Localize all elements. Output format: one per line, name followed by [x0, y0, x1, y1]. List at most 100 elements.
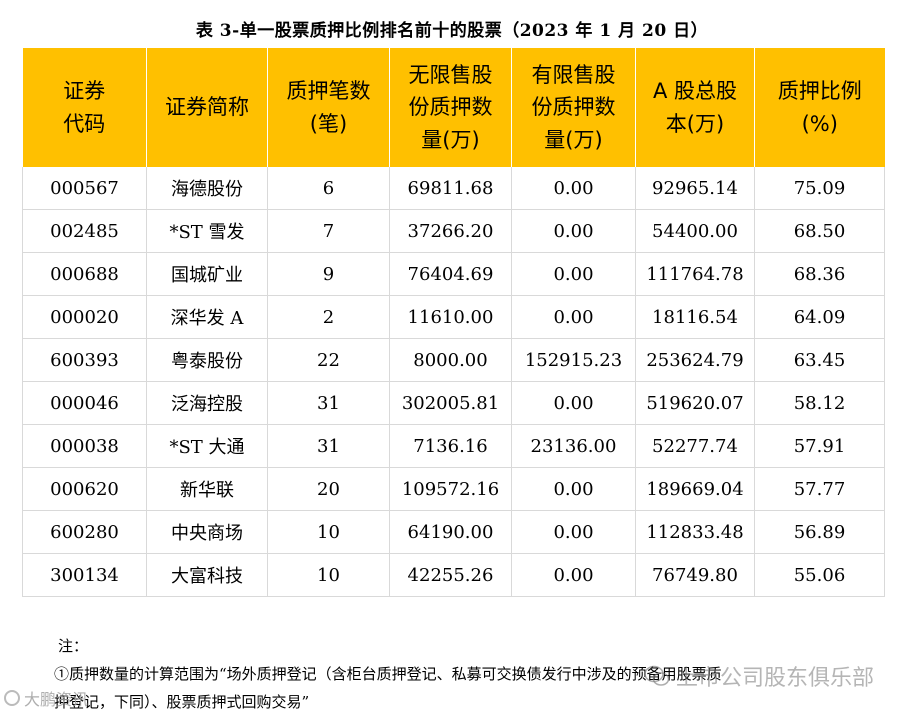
table-cell: 0.00: [511, 209, 636, 253]
column-header-line: (笔): [309, 111, 348, 136]
table-cell: 75.09: [754, 167, 885, 210]
table-cell: 64190.00: [389, 510, 512, 554]
column-header: 证券 代码: [22, 48, 147, 167]
notes-heading: 注：: [58, 637, 89, 655]
table-cell: *ST 雪发: [146, 209, 268, 253]
table-row: 000046 泛海控股 31 302005.81 0.00 519620.07 58.12: [22, 381, 885, 425]
table-row: 000567 海德股份 6 69811.68 0.00 92965.14 75.09: [22, 167, 885, 210]
column-header-line: 本(万): [665, 111, 725, 136]
table-cell: 11610.00: [389, 295, 512, 339]
table-cell: 0.00: [511, 381, 636, 425]
table-cell: 68.36: [754, 252, 885, 296]
table-cell: 189669.04: [635, 467, 755, 511]
table-cell: *ST 大通: [146, 424, 268, 468]
table-cell: 111764.78: [635, 252, 755, 296]
notes-line-2: 押登记，下同）、股票质押式回购交易”: [54, 693, 310, 711]
table-cell: 57.77: [754, 467, 885, 511]
column-header: 质押笔数 (笔): [267, 48, 390, 167]
table-cell: 002485: [22, 209, 147, 253]
table-cell: 7: [267, 209, 390, 253]
table-cell: 泛海控股: [146, 381, 268, 425]
column-header: A 股总股本(万): [635, 48, 755, 167]
table-cell: 20: [267, 467, 390, 511]
column-header-line: 代码: [63, 111, 106, 136]
column-header-line: (%): [801, 111, 838, 136]
notes-line-1: ①质押数量的计算范围为“场外质押登记（含柜台质押登记、私募可交换债发行中涉及的预…: [54, 665, 722, 683]
table-cell: 42255.26: [389, 553, 512, 597]
table-cell: 0.00: [511, 295, 636, 339]
table-cell: 54400.00: [635, 209, 755, 253]
table-cell: 55.06: [754, 553, 885, 597]
table-cell: 000567: [22, 167, 147, 210]
column-header-line: 份质押数: [408, 95, 493, 120]
table-cell: 000688: [22, 252, 147, 296]
table-cell: 000038: [22, 424, 147, 468]
table-cell: 10: [267, 510, 390, 554]
column-header: 质押比例 (%): [754, 48, 885, 167]
table-title: 表 3-单一股票质押比例排名前十的股票（2023 年 1 月 20 日）: [195, 21, 709, 41]
table-cell: 112833.48: [635, 510, 755, 554]
table-cell: 109572.16: [389, 467, 512, 511]
table-cell: 63.45: [754, 338, 885, 382]
table-cell: 6: [267, 167, 390, 210]
table-cell: 0.00: [511, 467, 636, 511]
pledge-ratio-table: 证券 代码 证券简称 质押笔数 (笔) 无限售股 份质押数 量(万) 有限售股 份质押数 量(万) A…: [22, 48, 885, 597]
wechat-icon: [644, 665, 670, 686]
table-cell: 31: [267, 424, 390, 468]
table-cell: 52277.74: [635, 424, 755, 468]
column-header: 证券简称: [146, 48, 268, 167]
table-cell: 0.00: [511, 252, 636, 296]
table-cell: 23136.00: [511, 424, 636, 468]
column-header-line: 无限售股: [408, 62, 493, 87]
table-cell: 253624.79: [635, 338, 755, 382]
table-cell: 000020: [22, 295, 147, 339]
column-header: 有限售股 份质押数 量(万): [511, 48, 636, 167]
table-cell: 76749.80: [635, 553, 755, 597]
table-cell: 18116.54: [635, 295, 755, 339]
table-cell: 0.00: [511, 167, 636, 210]
table-cell: 国城矿业: [146, 252, 268, 296]
table-cell: 76404.69: [389, 252, 512, 296]
table-cell: 37266.20: [389, 209, 512, 253]
table-row: 002485 *ST 雪发 7 37266.20 0.00 54400.00 68.50: [22, 209, 885, 253]
table-cell: 8000.00: [389, 338, 512, 382]
table-body: 000567 海德股份 6 69811.68 0.00 92965.14 75.09 0024…: [22, 167, 885, 597]
table-cell: 22: [267, 338, 390, 382]
table-cell: 新华联: [146, 467, 268, 511]
table-row: 600280 中央商场 10 64190.00 0.00 112833.48 56.89: [22, 510, 885, 554]
table-cell: 600280: [22, 510, 147, 554]
table-cell: 69811.68: [389, 167, 512, 210]
watermark-right: 上市公司股东俱乐部: [644, 660, 874, 692]
table-cell: 64.09: [754, 295, 885, 339]
table-row: 000688 国城矿业 9 76404.69 0.00 111764.78 68.36: [22, 252, 885, 296]
table-cell: 68.50: [754, 209, 885, 253]
table-cell: 0.00: [511, 510, 636, 554]
table-cell: 海德股份: [146, 167, 268, 210]
table-cell: 9: [267, 252, 390, 296]
column-header-line: 有限售股: [531, 62, 616, 87]
watermark-right-text: 上市公司股东俱乐部: [676, 666, 875, 691]
table-cell: 31: [267, 381, 390, 425]
table-row: 000038 *ST 大通 31 7136.16 23136.00 52277.74 57.…: [22, 424, 885, 468]
column-header-line: 质押笔数: [286, 78, 371, 103]
table-cell: 中央商场: [146, 510, 268, 554]
column-header-line: 质押比例: [777, 78, 862, 103]
column-header-line: 证券简称: [165, 95, 249, 120]
column-header-line: A 股总股: [652, 78, 738, 103]
table-cell: 2: [267, 295, 390, 339]
table-row: 600393 粤泰股份 22 8000.00 152915.23 253624.79 63.…: [22, 338, 885, 382]
table-cell: 302005.81: [389, 381, 512, 425]
notes: 注： ①质押数量的计算范围为“场外质押登记（含柜台质押登记、私募可交换债发行中涉…: [54, 632, 878, 716]
table-cell: 7136.16: [389, 424, 512, 468]
watermark-logo-icon: [4, 690, 20, 706]
table-row: 000620 新华联 20 109572.16 0.00 189669.04 57.77: [22, 467, 885, 511]
column-header-line: 量(万): [421, 127, 480, 152]
table-cell: 000046: [22, 381, 147, 425]
table-cell: 10: [267, 553, 390, 597]
table-cell: 58.12: [754, 381, 885, 425]
table-cell: 300134: [22, 553, 147, 597]
column-header: 无限售股份质押数量(万): [389, 48, 512, 167]
table-row: 000020 深华发 A 2 11610.00 0.00 18116.54 64.09: [22, 295, 885, 339]
table-cell: 600393: [22, 338, 147, 382]
watermark-left: 大鹏资讯: [4, 686, 88, 710]
